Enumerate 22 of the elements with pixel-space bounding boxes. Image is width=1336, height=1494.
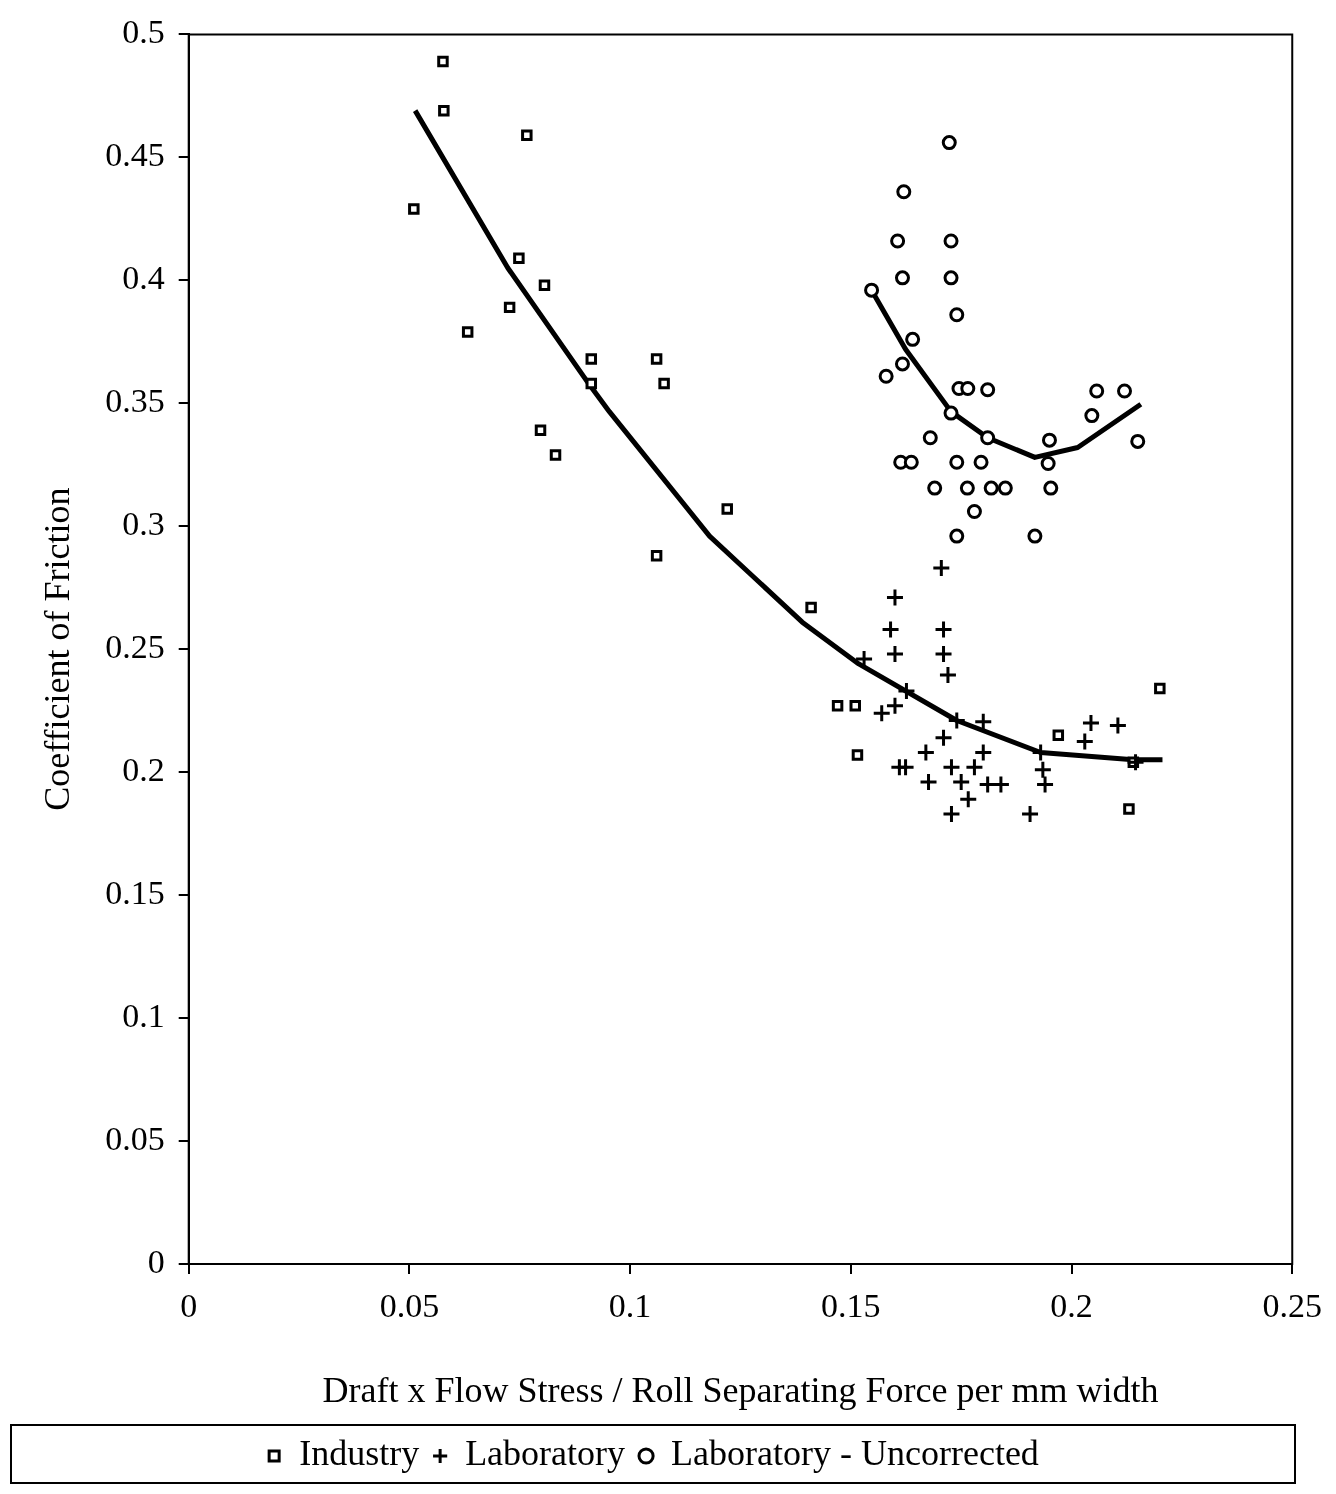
y-tick-label: 0.4 — [122, 259, 165, 297]
y-tick-label: 0.05 — [105, 1119, 165, 1157]
y-tick-label: 0.3 — [122, 505, 165, 543]
y-tick-label: 0.35 — [105, 382, 165, 420]
x-tick-label: 0.25 — [1262, 1287, 1322, 1325]
legend-label: Laboratory — [465, 1433, 626, 1474]
y-tick-label: 0.45 — [105, 136, 165, 174]
y-axis-title: Coefficient of Friction — [37, 487, 78, 811]
y-tick-label: 0.15 — [105, 874, 165, 912]
y-tick-label: 0.25 — [105, 628, 165, 666]
legend-label: Industry — [299, 1433, 420, 1474]
y-tick-label: 0.5 — [122, 13, 165, 51]
x-tick-label: 0.2 — [1050, 1287, 1093, 1325]
x-tick-label: 0.1 — [608, 1287, 652, 1325]
x-tick-label: 0.05 — [379, 1287, 440, 1325]
y-tick-label: 0.2 — [122, 751, 165, 789]
legend-label: Laboratory - Uncorrected — [671, 1433, 1039, 1474]
x-axis-title: Draft x Flow Stress / Roll Separating Force per mm width — [322, 1369, 1159, 1410]
x-tick-label: 0.15 — [821, 1287, 881, 1325]
y-tick-label: 0.1 — [122, 997, 165, 1034]
y-tick-label: 0 — [147, 1242, 165, 1280]
x-tick-label: 0 — [180, 1287, 198, 1325]
